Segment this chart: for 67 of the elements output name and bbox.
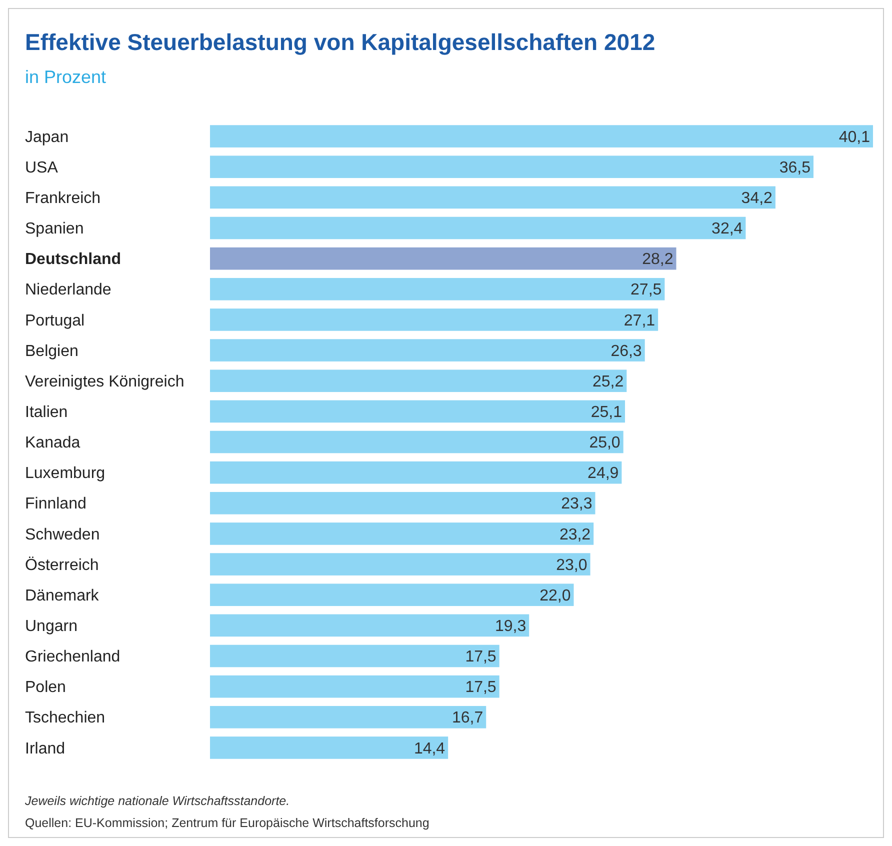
data-label: 17,5 bbox=[465, 679, 496, 696]
source-note: Quellen: EU-Kommission; Zentrum für Europäische Wirtschaftsforschung bbox=[25, 816, 430, 830]
data-label: 25,0 bbox=[589, 434, 620, 452]
bar bbox=[210, 339, 645, 362]
text: Jeweils wichtige nationale Wirtschaftsstandorte. bbox=[24, 794, 290, 808]
data-label: 23,2 bbox=[559, 526, 591, 544]
y-tick-label: Spanien bbox=[25, 220, 84, 238]
bar bbox=[210, 522, 594, 545]
data-label: 14,4 bbox=[414, 740, 446, 758]
y-tick-label: Ungarn bbox=[25, 618, 78, 636]
bar bbox=[210, 614, 530, 637]
text: in Prozent bbox=[25, 67, 106, 87]
data-label: 17,5 bbox=[465, 648, 496, 666]
data-label: 19,3 bbox=[494, 618, 526, 636]
data-label: 32,4 bbox=[712, 220, 743, 238]
bar bbox=[210, 308, 658, 331]
bar bbox=[210, 584, 574, 606]
data-label: 25,2 bbox=[592, 373, 624, 390]
data-label: 36,5 bbox=[779, 159, 811, 176]
y-tick-label: Belgien bbox=[25, 342, 78, 360]
data-label: 22,0 bbox=[540, 587, 571, 604]
y-tick-label: Frankreich bbox=[25, 190, 101, 208]
y-tick-label: Polen bbox=[25, 679, 66, 696]
data-label: 28,2 bbox=[642, 251, 674, 268]
bar bbox=[210, 492, 596, 514]
data-label: 25,1 bbox=[590, 404, 622, 422]
y-tick-label: Dänemark bbox=[25, 587, 100, 604]
y-tick-label: Portugal bbox=[25, 312, 85, 330]
data-label: 27,5 bbox=[630, 282, 662, 299]
data-label: 34,2 bbox=[741, 190, 773, 208]
bar bbox=[210, 736, 448, 759]
data-label: 24,9 bbox=[588, 465, 619, 482]
bar bbox=[210, 644, 500, 668]
bar bbox=[210, 706, 486, 728]
data-label: 27,1 bbox=[624, 312, 656, 330]
y-tick-label: USA bbox=[25, 159, 58, 176]
data-label: 26,3 bbox=[610, 342, 642, 360]
y-tick-label: Kanada bbox=[25, 434, 80, 452]
bar bbox=[210, 216, 746, 240]
y-tick-label: Irland bbox=[25, 740, 66, 758]
y-tick-label: Italien bbox=[25, 404, 68, 422]
bar bbox=[210, 553, 590, 576]
y-tick-label: Schweden bbox=[25, 526, 100, 544]
bar bbox=[210, 186, 776, 209]
bar bbox=[210, 125, 873, 148]
y-tick-label: Österreich bbox=[25, 556, 99, 574]
bar bbox=[210, 675, 500, 698]
data-label: 23,3 bbox=[561, 496, 592, 513]
bar bbox=[210, 156, 814, 178]
y-tick-label: Griechenland bbox=[25, 648, 120, 666]
chart-title: Effektive Steuerbelastung von Kapitalgesellschaften 2012 bbox=[25, 29, 656, 55]
bar bbox=[210, 400, 625, 423]
bar bbox=[210, 430, 624, 454]
data-label: 23,0 bbox=[556, 556, 588, 574]
y-tick-label: Tschechien bbox=[25, 710, 106, 727]
y-tick-label: Luxemburg bbox=[25, 465, 106, 482]
y-tick-label: Finnland bbox=[25, 496, 86, 513]
y-tick-label: Niederlande bbox=[25, 282, 112, 299]
data-label: 16,7 bbox=[452, 710, 484, 727]
y-tick-label: Japan bbox=[25, 128, 69, 146]
y-tick-label: Deutschland bbox=[25, 251, 122, 268]
data-label: 40,1 bbox=[838, 128, 870, 146]
bar bbox=[210, 461, 622, 484]
bar bbox=[210, 247, 676, 270]
bar bbox=[210, 278, 665, 300]
bar bbox=[210, 370, 627, 392]
y-tick-label: Vereinigtes Königreich bbox=[25, 373, 184, 390]
